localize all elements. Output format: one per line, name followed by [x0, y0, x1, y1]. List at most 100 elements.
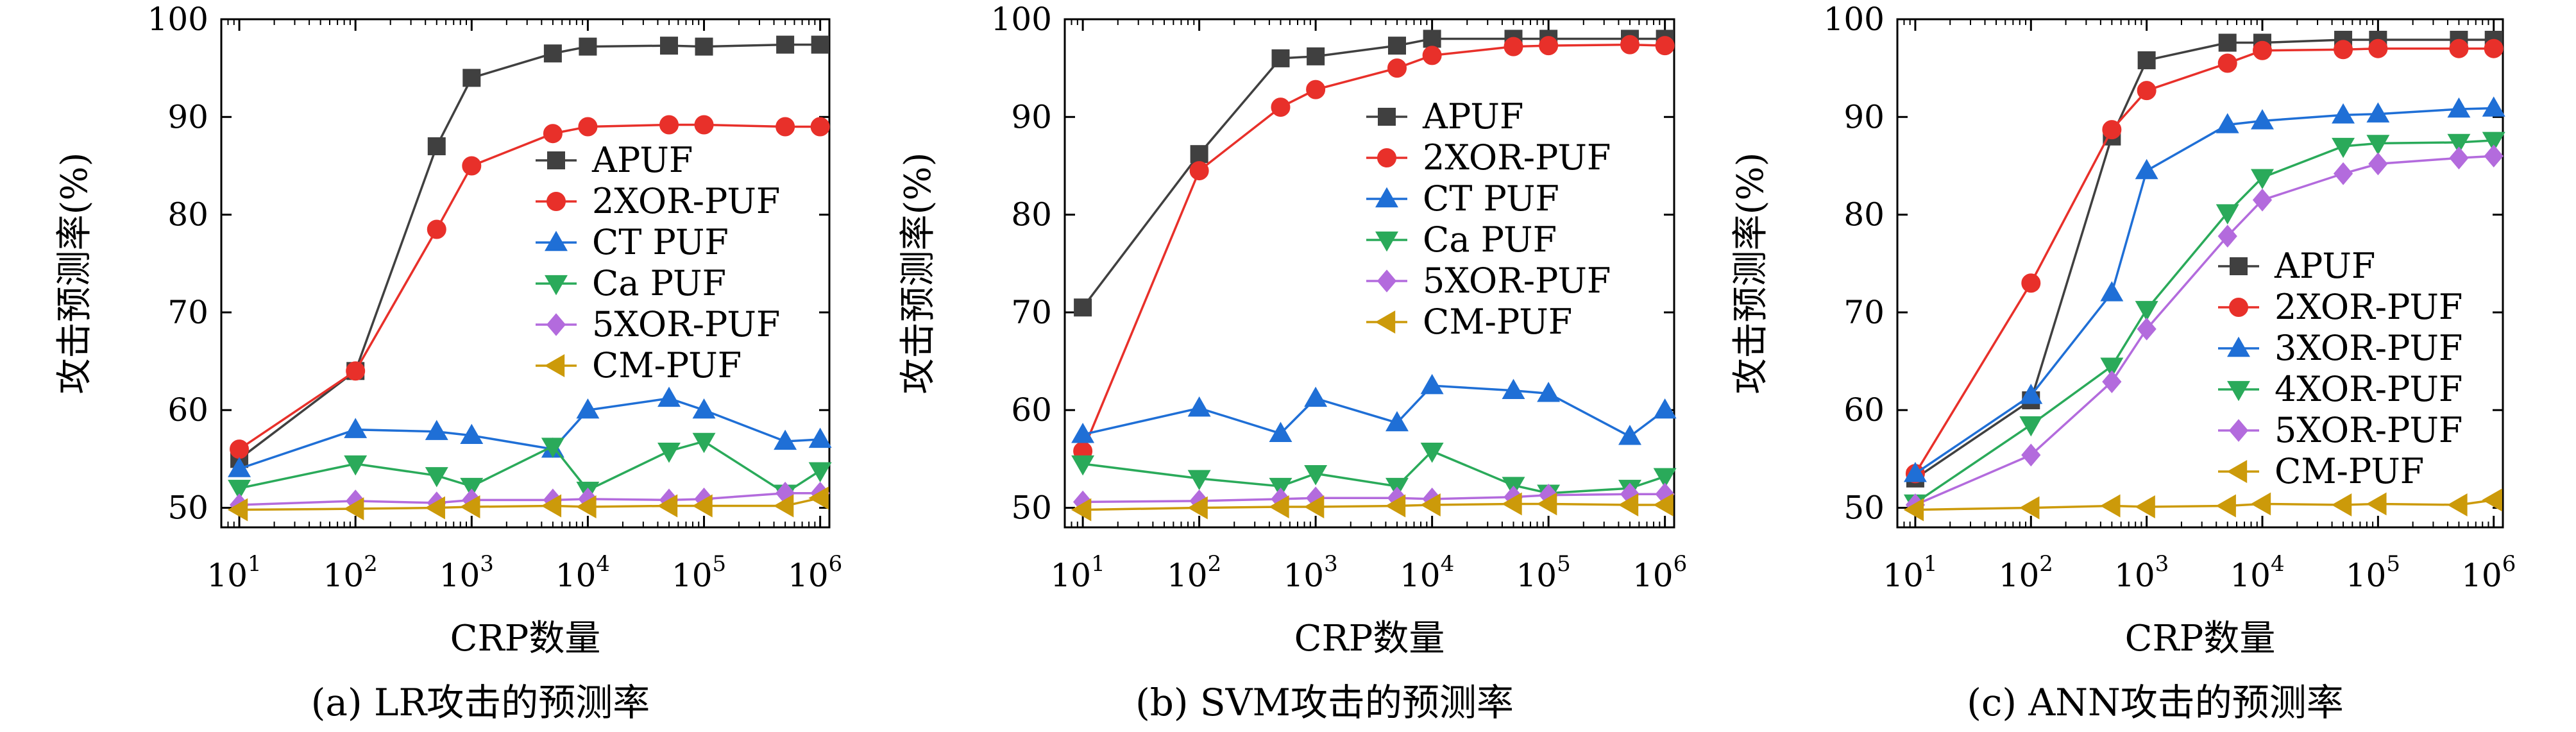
chart-caption: (c) ANN攻击的预测率	[1967, 681, 2344, 724]
data-point	[2135, 495, 2155, 518]
chart-panel-2: 50 60 70 80 90 100 101 102 103 104 105 106 CRP数量 攻击预测…	[897, 1, 1687, 724]
data-point	[1190, 145, 1208, 164]
series-ca-puf	[228, 432, 832, 505]
data-point	[462, 69, 481, 87]
data-point	[2251, 109, 2274, 130]
data-point	[1307, 47, 1325, 65]
data-point	[2252, 188, 2273, 212]
series-2xor-puf	[230, 115, 830, 459]
data-point	[695, 37, 713, 56]
x-tick-label: 103	[1283, 551, 1337, 594]
data-point	[2482, 96, 2505, 117]
legend-marker	[544, 354, 565, 377]
series-line	[239, 123, 820, 450]
legend-marker	[545, 275, 568, 296]
data-point	[2331, 493, 2352, 516]
data-point	[1385, 411, 1409, 432]
series-cm-puf	[227, 486, 829, 522]
y-axis-title: 攻击预测率(%)	[1730, 153, 1772, 395]
series-ct-puf	[1071, 373, 1677, 445]
series-line	[1914, 139, 2494, 504]
series-line	[1083, 493, 1665, 504]
x-tick-label: 104	[555, 551, 610, 594]
data-point	[2217, 53, 2237, 73]
data-point	[2447, 493, 2468, 516]
data-point	[2449, 38, 2469, 58]
series-line	[1914, 38, 2494, 480]
data-point	[1074, 298, 1092, 317]
data-point	[2135, 158, 2158, 180]
series-cm-puf	[1071, 492, 1674, 522]
data-point	[2100, 494, 2121, 518]
data-point	[1269, 495, 1289, 518]
y-tick-label: 80	[1011, 196, 1052, 234]
data-point	[808, 427, 832, 448]
data-point	[692, 494, 713, 518]
data-point	[808, 462, 832, 482]
x-tick-label: 105	[2346, 551, 2400, 594]
data-point	[1304, 386, 1328, 407]
legend-label: CM-PUF	[1423, 302, 1572, 342]
data-point	[657, 443, 681, 463]
x-tick-label: 102	[1999, 551, 2053, 594]
legend-label: CM-PUF	[592, 345, 741, 386]
data-point	[659, 115, 679, 135]
data-point	[2135, 301, 2158, 321]
data-point	[660, 37, 679, 55]
data-point	[1387, 58, 1407, 78]
y-axis-title: 攻击预测率(%)	[897, 153, 939, 395]
series-apuf	[230, 35, 829, 468]
plot-frame	[1896, 18, 2504, 529]
series-line	[1081, 37, 1665, 309]
data-point	[1618, 493, 1639, 516]
y-axis-title: 攻击预测率(%)	[54, 153, 96, 395]
y-tick-label: 50	[1843, 489, 1885, 527]
data-point	[1903, 461, 1927, 482]
data-point	[2251, 169, 2274, 190]
series-line	[239, 497, 821, 511]
legend-marker	[2227, 336, 2250, 357]
legend-marker	[1378, 108, 1396, 126]
data-point	[775, 117, 795, 137]
y-tick-label: 90	[1843, 98, 1885, 135]
legend-label: 5XOR-PUF	[1423, 260, 1611, 301]
data-point	[578, 117, 598, 137]
data-point	[228, 457, 251, 477]
series-5xor-puf	[229, 481, 830, 516]
legend-marker	[547, 192, 566, 211]
legend-label: APUF	[2274, 246, 2375, 286]
data-point	[2217, 225, 2237, 248]
data-point	[1420, 493, 1441, 516]
data-point	[1187, 470, 1211, 491]
legend-marker	[1375, 311, 1396, 334]
data-point	[460, 477, 484, 498]
data-point	[579, 37, 597, 56]
data-point	[2368, 38, 2388, 58]
data-point	[2250, 492, 2271, 516]
data-point	[227, 498, 248, 522]
series-line	[239, 440, 821, 495]
data-point	[1653, 468, 1677, 489]
data-point	[1423, 30, 1441, 48]
data-point	[1304, 465, 1328, 486]
legend-marker	[2229, 298, 2248, 317]
legend-marker	[545, 230, 568, 251]
data-point	[2216, 113, 2239, 133]
data-point	[1306, 80, 1326, 99]
series-line	[239, 491, 820, 506]
data-point	[427, 137, 446, 155]
data-point	[2332, 137, 2355, 158]
data-point	[543, 124, 563, 144]
y-tick-label: 80	[167, 196, 208, 234]
x-tick-label: 106	[788, 551, 842, 594]
y-tick-label: 100	[1824, 1, 1885, 38]
series-cm-puf	[1903, 488, 2502, 522]
series-4xor-puf	[1903, 132, 2505, 515]
legend-marker	[1377, 148, 1396, 167]
x-tick-label: 104	[1400, 551, 1454, 594]
data-point	[2019, 496, 2040, 520]
series-line	[1914, 47, 2494, 475]
data-point	[2019, 416, 2043, 437]
x-tick-label: 101	[1050, 551, 1105, 594]
